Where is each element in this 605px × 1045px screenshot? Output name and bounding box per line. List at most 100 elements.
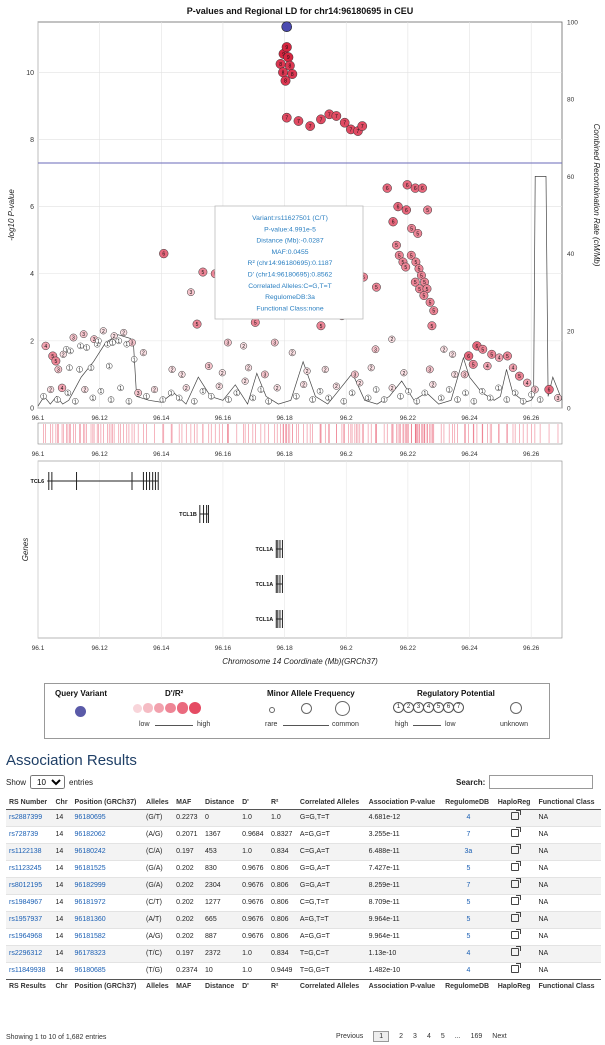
cell-haploreg[interactable] xyxy=(494,860,536,878)
cell-reg[interactable]: 4 xyxy=(442,945,495,963)
variant-point-label: 2 xyxy=(83,388,86,394)
column-header[interactable]: Position (GRCh37) xyxy=(71,796,144,810)
variant-point xyxy=(72,398,79,405)
variant-point xyxy=(159,248,169,259)
page-button-3[interactable]: 3 xyxy=(413,1033,417,1040)
density-x-tick-label: 96.14 xyxy=(153,451,170,458)
page-button-4[interactable]: 4 xyxy=(426,1033,431,1040)
variant-point xyxy=(392,240,401,250)
cell-rs[interactable]: rs1984967 xyxy=(6,894,53,912)
cell-pos[interactable]: 96180242 xyxy=(71,843,144,861)
cell-pos[interactable]: 96178323 xyxy=(71,945,144,963)
page-button-5[interactable]: 5 xyxy=(440,1033,445,1040)
cell-haploreg[interactable] xyxy=(494,809,536,827)
variant-point xyxy=(519,398,527,405)
cell-rs[interactable]: rs1964968 xyxy=(6,928,53,946)
table-row: rs1984967 14 96181972 (C/T) 0.202 1277 0.9676 0… xyxy=(6,894,601,912)
next-page-button[interactable]: Next xyxy=(492,1033,507,1040)
cell-haploreg[interactable] xyxy=(494,894,536,912)
cell-pos[interactable]: 96181360 xyxy=(71,911,144,929)
cell-r2: 0.806 xyxy=(268,928,297,946)
cell-rs[interactable]: rs2296312 xyxy=(6,945,53,963)
page-button-169[interactable]: 169 xyxy=(470,1033,483,1040)
column-header[interactable]: HaploReg xyxy=(494,796,536,810)
external-link-icon[interactable] xyxy=(511,878,522,888)
external-link-icon[interactable] xyxy=(511,929,522,939)
cell-reg[interactable]: 7 xyxy=(442,877,495,895)
external-link-icon[interactable] xyxy=(511,861,522,871)
column-header[interactable]: Chr xyxy=(52,796,72,810)
variant-point xyxy=(367,364,375,372)
ld-high-label: high xyxy=(197,721,211,728)
query-variant-point xyxy=(281,21,293,32)
previous-page-button[interactable]: Previous xyxy=(336,1033,364,1040)
cell-pos[interactable]: 96181972 xyxy=(71,894,144,912)
external-link-icon[interactable] xyxy=(511,827,522,837)
page-button-2[interactable]: 2 xyxy=(399,1033,404,1040)
cell-haploreg[interactable] xyxy=(494,877,536,895)
cell-reg[interactable]: 3a xyxy=(442,843,495,861)
cell-haploreg[interactable] xyxy=(494,911,536,929)
table-row: rs1957937 14 96181360 (A/T) 0.202 665 0.9676 0.… xyxy=(6,911,601,929)
external-link-icon[interactable] xyxy=(511,895,522,905)
external-link-icon[interactable] xyxy=(511,912,522,922)
cell-corr: T=G,C=T xyxy=(296,945,366,963)
cell-haploreg[interactable] xyxy=(494,962,536,980)
cell-chr: 14 xyxy=(52,843,72,861)
cell-reg[interactable]: 7 xyxy=(442,826,495,844)
column-header[interactable]: R² xyxy=(268,796,297,810)
cell-reg[interactable]: 5 xyxy=(442,894,495,912)
legend-query-title: Query Variant xyxy=(55,689,108,698)
cell-haploreg[interactable] xyxy=(494,843,536,861)
cell-pos[interactable]: 96180685 xyxy=(71,962,144,980)
cell-dp: 0.9684 xyxy=(239,826,268,844)
column-header[interactable]: Alleles xyxy=(143,796,174,810)
cell-rs[interactable]: rs1123245 xyxy=(6,860,53,878)
cell-p: 8.259e-11 xyxy=(365,877,443,895)
column-header[interactable]: Correlated Alleles xyxy=(296,796,366,810)
variant-point xyxy=(215,382,223,390)
cell-rs[interactable]: rs1122138 xyxy=(6,843,53,861)
cell-reg[interactable]: 5 xyxy=(442,911,495,929)
variant-point-label: 1 xyxy=(514,391,517,397)
ld-swatch xyxy=(164,702,176,714)
external-link-icon[interactable] xyxy=(511,844,522,854)
cell-func: NA xyxy=(535,945,601,963)
cell-haploreg[interactable] xyxy=(494,826,536,844)
variant-point-label: 1 xyxy=(145,394,148,400)
column-header[interactable]: Distance xyxy=(202,796,240,810)
cell-reg[interactable]: 4 xyxy=(442,809,495,827)
cell-haploreg[interactable] xyxy=(494,945,536,963)
cell-pos[interactable]: 96181582 xyxy=(71,928,144,946)
cell-pos[interactable]: 96180695 xyxy=(71,809,144,827)
cell-rs[interactable]: rs11849938 xyxy=(6,962,53,980)
column-header[interactable]: D' xyxy=(239,796,268,810)
cell-pos[interactable]: 96182062 xyxy=(71,826,144,844)
column-header[interactable]: Association P-value xyxy=(365,796,443,810)
cell-corr: C=G,T=T xyxy=(296,894,366,912)
page-button-1[interactable]: 1 xyxy=(373,1031,390,1042)
cell-rs[interactable]: rs2887399 xyxy=(6,809,53,827)
external-link-icon[interactable] xyxy=(511,963,522,973)
column-header[interactable]: MAF xyxy=(173,796,203,810)
cell-rs[interactable]: rs728739 xyxy=(6,826,53,844)
cell-pos[interactable]: 96182999 xyxy=(71,877,144,895)
cell-reg[interactable]: 5 xyxy=(442,928,495,946)
cell-pos[interactable]: 96181525 xyxy=(71,860,144,878)
column-header[interactable]: RegulomeDB xyxy=(442,796,495,810)
cell-reg[interactable]: 5 xyxy=(442,860,495,878)
column-header[interactable]: RS Number xyxy=(6,796,53,810)
tooltip-line: P-value:4.991e-5 xyxy=(264,226,316,233)
search-input[interactable] xyxy=(489,775,594,789)
cell-reg[interactable]: 4 xyxy=(442,962,495,980)
external-link-icon[interactable] xyxy=(511,810,522,820)
cell-haploreg[interactable] xyxy=(494,928,536,946)
variant-point xyxy=(240,342,248,350)
external-link-icon[interactable] xyxy=(511,946,522,956)
column-header[interactable]: Functional Class xyxy=(535,796,601,810)
variant-point xyxy=(478,387,486,395)
page-size-select[interactable]: 10 xyxy=(30,775,66,789)
variant-point xyxy=(402,180,412,190)
cell-rs[interactable]: rs8012195 xyxy=(6,877,53,895)
cell-rs[interactable]: rs1957937 xyxy=(6,911,53,929)
